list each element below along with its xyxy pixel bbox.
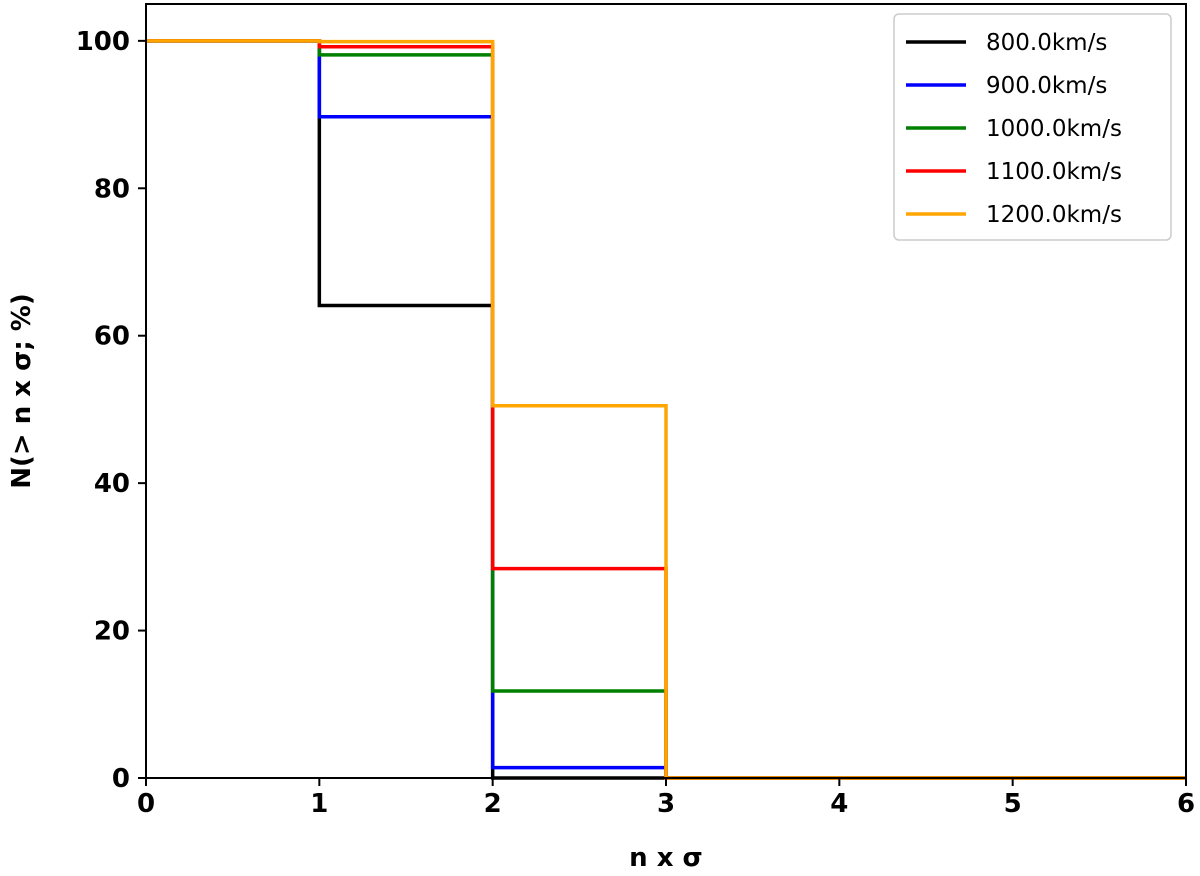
x-tick-label: 0 xyxy=(137,789,155,819)
x-axis-label: n x σ xyxy=(629,843,703,873)
x-tick-label: 5 xyxy=(1004,789,1022,819)
x-tick-label: 6 xyxy=(1177,789,1195,819)
x-tick-label: 4 xyxy=(830,789,848,819)
y-tick-label: 20 xyxy=(94,617,130,647)
legend-label: 1100.0km/s xyxy=(986,159,1122,185)
y-tick-label: 100 xyxy=(76,27,130,57)
legend-label: 1000.0km/s xyxy=(986,116,1122,142)
y-tick-label: 60 xyxy=(94,322,130,352)
legend-label: 900.0km/s xyxy=(986,73,1107,99)
x-tick-label: 3 xyxy=(657,789,675,819)
y-tick-label: 40 xyxy=(94,469,130,499)
y-tick-label: 80 xyxy=(94,174,130,204)
x-tick-label: 2 xyxy=(484,789,502,819)
legend-label: 1200.0km/s xyxy=(986,202,1122,228)
legend: 800.0km/s 900.0km/s 1000.0km/s 1100.0km/s 12… xyxy=(893,13,1172,241)
y-tick-label: 0 xyxy=(112,764,130,794)
legend-box xyxy=(893,13,1172,241)
x-tick-label: 1 xyxy=(310,789,328,819)
y-axis-label: N(> n x σ; %) xyxy=(7,293,37,489)
legend-label: 800.0km/s xyxy=(986,30,1107,56)
